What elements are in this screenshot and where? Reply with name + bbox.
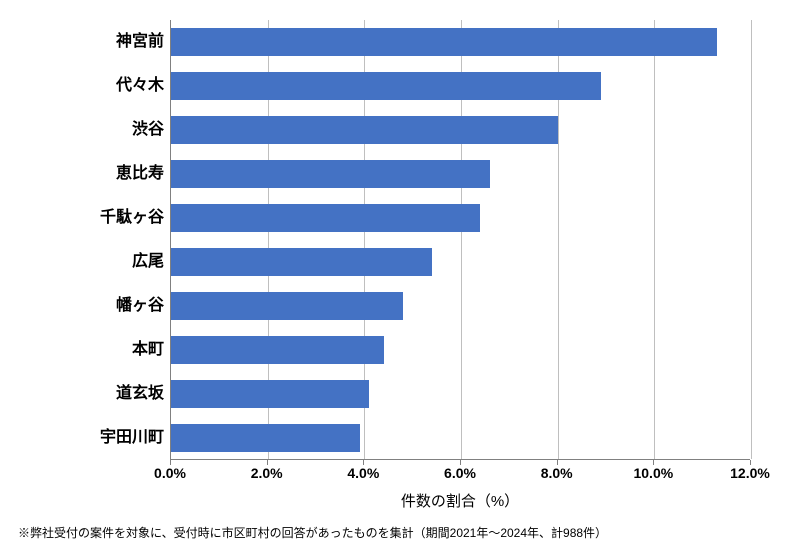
bar [171,116,558,144]
bar [171,248,432,276]
y-axis-label: 千駄ヶ谷 [14,204,164,232]
bar [171,292,403,320]
bar [171,204,480,232]
gridline [654,20,655,459]
y-axis-label: 幡ヶ谷 [14,292,164,320]
xtick-label: 12.0% [730,465,770,481]
plot-area [170,20,750,460]
chart-container: 件数の割合（%） ※弊社受付の案件を対象に、受付時に市区町村の回答があったものを… [0,0,790,551]
y-axis-label: 渋谷 [14,116,164,144]
bar [171,380,369,408]
y-axis-label: 恵比寿 [14,160,164,188]
y-axis-label: 本町 [14,336,164,364]
xtick-label: 6.0% [444,465,476,481]
xtick-label: 8.0% [541,465,573,481]
y-axis-label: 道玄坂 [14,380,164,408]
bar [171,160,490,188]
y-axis-label: 広尾 [14,248,164,276]
y-axis-label: 宇田川町 [14,424,164,452]
gridline [751,20,752,459]
xtick-label: 10.0% [633,465,673,481]
bar [171,72,601,100]
y-axis-label: 神宮前 [14,28,164,56]
y-axis-label: 代々木 [14,72,164,100]
bar [171,336,384,364]
bar [171,424,360,452]
x-axis-label: 件数の割合（%） [170,490,750,511]
xtick-label: 2.0% [251,465,283,481]
xtick-label: 0.0% [154,465,186,481]
xtick-label: 4.0% [347,465,379,481]
bar [171,28,717,56]
footnote: ※弊社受付の案件を対象に、受付時に市区町村の回答があったものを集計（期間2021… [18,524,607,541]
